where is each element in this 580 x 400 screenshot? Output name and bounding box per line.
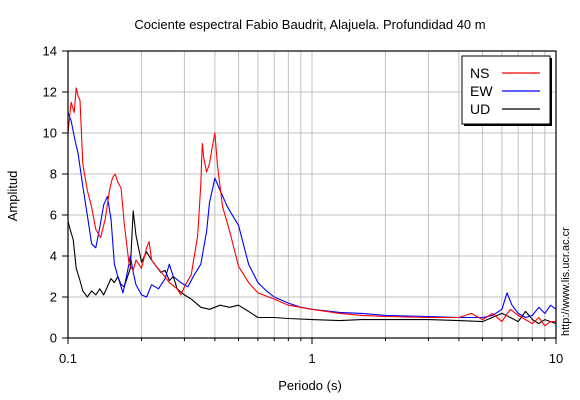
x-tick-label: 0.1: [59, 351, 77, 366]
ticks: 0 2 4 6 8 10 12 14 0.1 1 10: [43, 44, 564, 367]
y-axis-label: Amplitud: [5, 171, 20, 222]
legend-box: [461, 55, 551, 125]
y-tick-label: 10: [43, 126, 57, 141]
legend: NS EW UD: [461, 55, 552, 126]
y-tick-label: 6: [50, 208, 57, 223]
legend-label: EW: [470, 83, 493, 99]
y-tick-label: 0: [50, 331, 57, 346]
y-tick-label: 2: [50, 290, 57, 305]
y-tick-label: 4: [50, 249, 57, 264]
legend-label: NS: [470, 65, 489, 81]
source-url: http://www.lis.ucr.ac.cr: [560, 227, 572, 336]
y-tick-label: 14: [43, 44, 57, 59]
x-tick-label: 10: [549, 351, 563, 366]
x-axis-label: Periodo (s): [278, 378, 342, 393]
x-tick-label: 1: [308, 351, 315, 366]
legend-label: UD: [470, 101, 490, 117]
chart-title: Cociente espectral Fabio Baudrit, Alajue…: [134, 17, 485, 32]
series-line-ns: [67, 87, 556, 327]
y-tick-label: 8: [50, 167, 57, 182]
grid: [67, 50, 556, 339]
y-tick-label: 12: [43, 85, 57, 100]
series-layer: [67, 87, 557, 327]
